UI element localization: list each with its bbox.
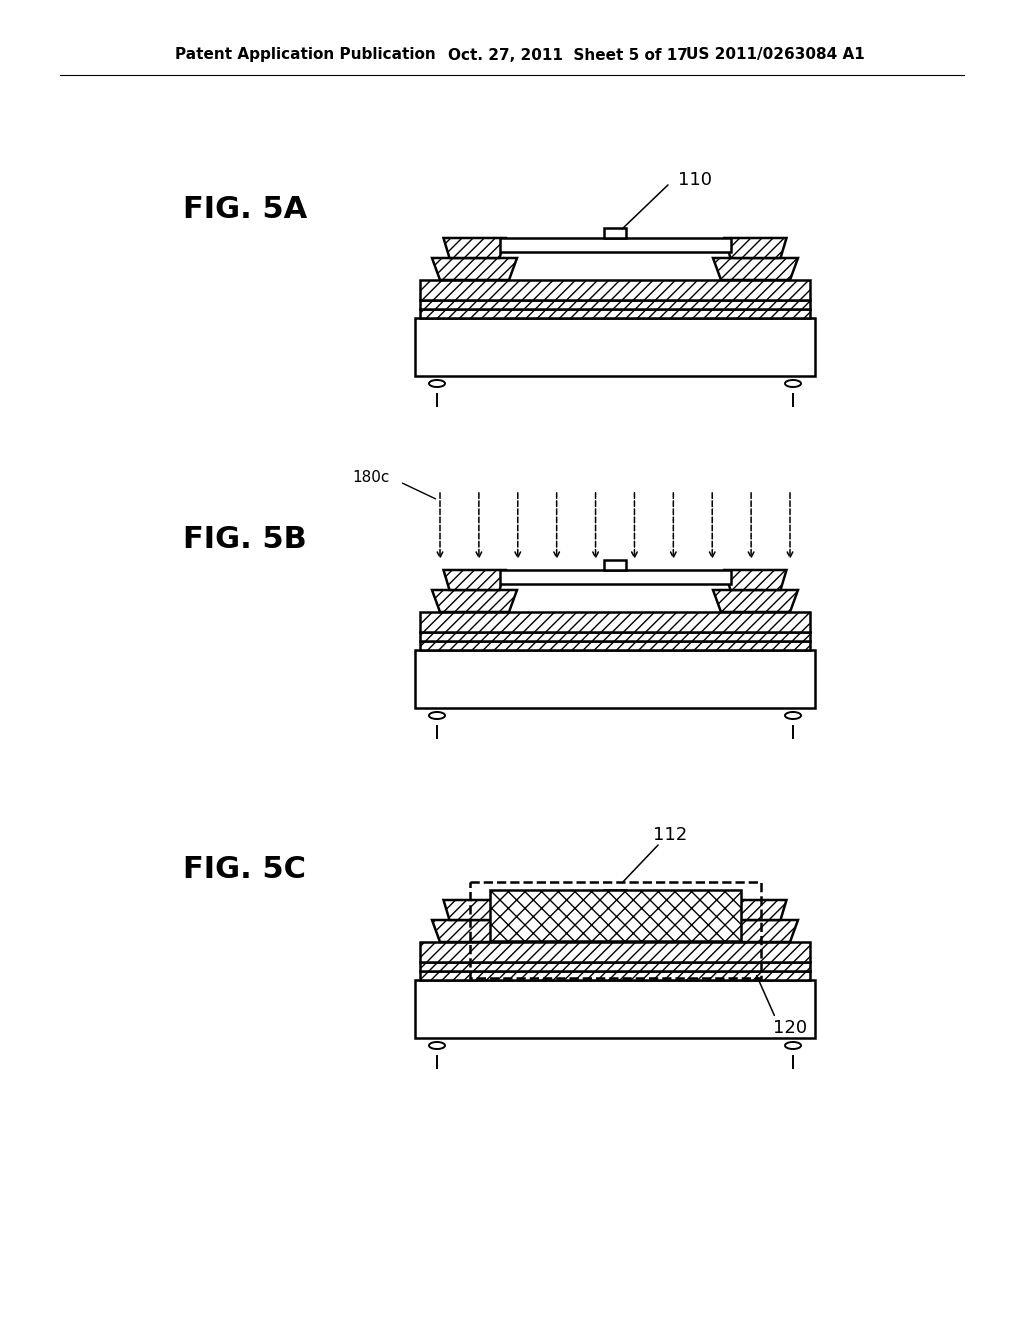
- Bar: [500, 900, 730, 913]
- Bar: [415, 318, 815, 376]
- Polygon shape: [725, 900, 786, 920]
- Bar: [415, 979, 815, 1038]
- Text: US 2011/0263084 A1: US 2011/0263084 A1: [686, 48, 864, 62]
- Bar: [604, 560, 626, 570]
- Text: Oct. 27, 2011  Sheet 5 of 17: Oct. 27, 2011 Sheet 5 of 17: [449, 48, 688, 62]
- Bar: [420, 972, 810, 979]
- Bar: [500, 570, 730, 583]
- Bar: [420, 632, 810, 642]
- Bar: [420, 612, 810, 632]
- Bar: [489, 890, 740, 941]
- Text: 180c: 180c: [352, 470, 390, 486]
- Text: 112: 112: [653, 826, 687, 843]
- Polygon shape: [725, 238, 786, 257]
- Bar: [420, 942, 810, 962]
- Polygon shape: [432, 257, 517, 280]
- Bar: [420, 642, 810, 649]
- Bar: [469, 882, 761, 978]
- Bar: [420, 300, 810, 309]
- Bar: [420, 309, 810, 318]
- Bar: [420, 280, 810, 300]
- Polygon shape: [443, 900, 506, 920]
- Polygon shape: [713, 920, 798, 942]
- Polygon shape: [443, 570, 506, 590]
- Polygon shape: [432, 920, 517, 942]
- Polygon shape: [432, 590, 517, 612]
- Text: Patent Application Publication: Patent Application Publication: [175, 48, 436, 62]
- Bar: [415, 649, 815, 708]
- Polygon shape: [443, 238, 506, 257]
- Polygon shape: [713, 590, 798, 612]
- Bar: [420, 962, 810, 972]
- Bar: [604, 890, 626, 900]
- Text: 110: 110: [678, 172, 712, 189]
- Text: FIG. 5A: FIG. 5A: [183, 195, 307, 224]
- Text: 120: 120: [773, 1019, 808, 1038]
- Text: FIG. 5C: FIG. 5C: [183, 855, 306, 884]
- Polygon shape: [725, 570, 786, 590]
- Text: FIG. 5B: FIG. 5B: [183, 525, 307, 554]
- Bar: [604, 228, 626, 238]
- Polygon shape: [713, 257, 798, 280]
- Bar: [500, 238, 730, 252]
